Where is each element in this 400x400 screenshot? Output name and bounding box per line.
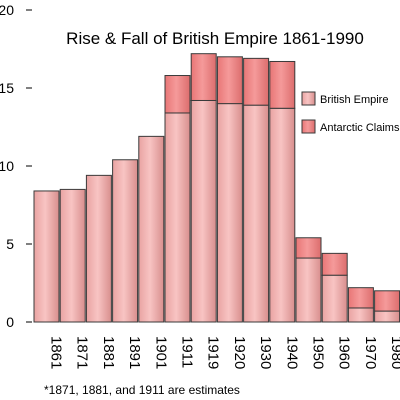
bar-british-empire-1861 [33,190,60,323]
x-tick-label: 1901 [152,336,169,369]
y-tick-label: 20 [0,2,14,18]
bar-antarctic-claims-1980 [374,290,400,312]
chart-title: Rise & Fall of British Empire 1861-1990 [66,29,364,48]
legend-label: Antarctic Claims [320,122,400,134]
bar-antarctic-claims-1911 [164,75,191,114]
x-tick-label: 1960 [336,336,353,369]
y-tick-label: 10 [0,158,14,174]
bar-antarctic-claims-1960 [321,252,348,276]
bar-antarctic-claims-1919 [190,53,217,101]
x-tick-label: 1970 [362,336,379,369]
bar-antarctic-claims-1940 [269,60,296,109]
x-tick-label: 1891 [126,336,143,369]
bar-british-empire-1891 [112,159,139,323]
y-tick-label: 0 [6,314,14,330]
y-tick-label: 15 [0,80,14,96]
x-tick-label: 1919 [205,336,222,369]
x-tick-label: 1980 [388,336,400,369]
x-tick-label: 1871 [74,336,91,369]
bar-antarctic-claims-1920 [216,56,243,105]
x-tick-label: 1861 [48,336,65,369]
legend-swatch [301,119,316,134]
x-tick-label: 1950 [310,336,327,369]
y-axis: 0 5 10 15 20 [0,2,32,330]
x-tick-label: 1911 [179,336,196,368]
bar-british-empire-1930 [243,104,270,323]
x-tick-label: 1940 [283,336,300,369]
bar-antarctic-claims-1950 [295,237,322,259]
bar-british-empire-1911 [164,112,191,323]
bar-british-empire-1980 [374,310,400,323]
x-tick-label: 1930 [257,336,274,369]
y-tick-label: 5 [6,236,14,252]
bars [33,53,400,323]
legend-swatch [301,91,316,106]
bar-british-empire-1881 [85,174,112,323]
bar-british-empire-1920 [216,103,243,323]
bar-british-empire-1919 [190,99,217,323]
bar-british-empire-1871 [59,188,86,323]
legend-label: British Empire [320,94,388,106]
bar-british-empire-1940 [269,107,296,323]
bar-antarctic-claims-1930 [243,57,270,106]
bar-british-empire-1901 [138,135,165,323]
bar-british-empire-1960 [321,274,348,323]
x-axis-labels: 1861 1871 1881 1891 1901 1911 1919 1920 1930 1940… [48,336,400,369]
bar-british-empire-1970 [347,307,374,323]
x-tick-label: 1920 [231,336,248,369]
legend: British Empire Antarctic Claims [301,91,400,134]
bar-british-empire-1950 [295,257,322,323]
bar-antarctic-claims-1970 [347,287,374,309]
footnote: *1871, 1881, and 1911 are estimates [44,383,240,397]
x-tick-label: 1881 [100,336,117,369]
